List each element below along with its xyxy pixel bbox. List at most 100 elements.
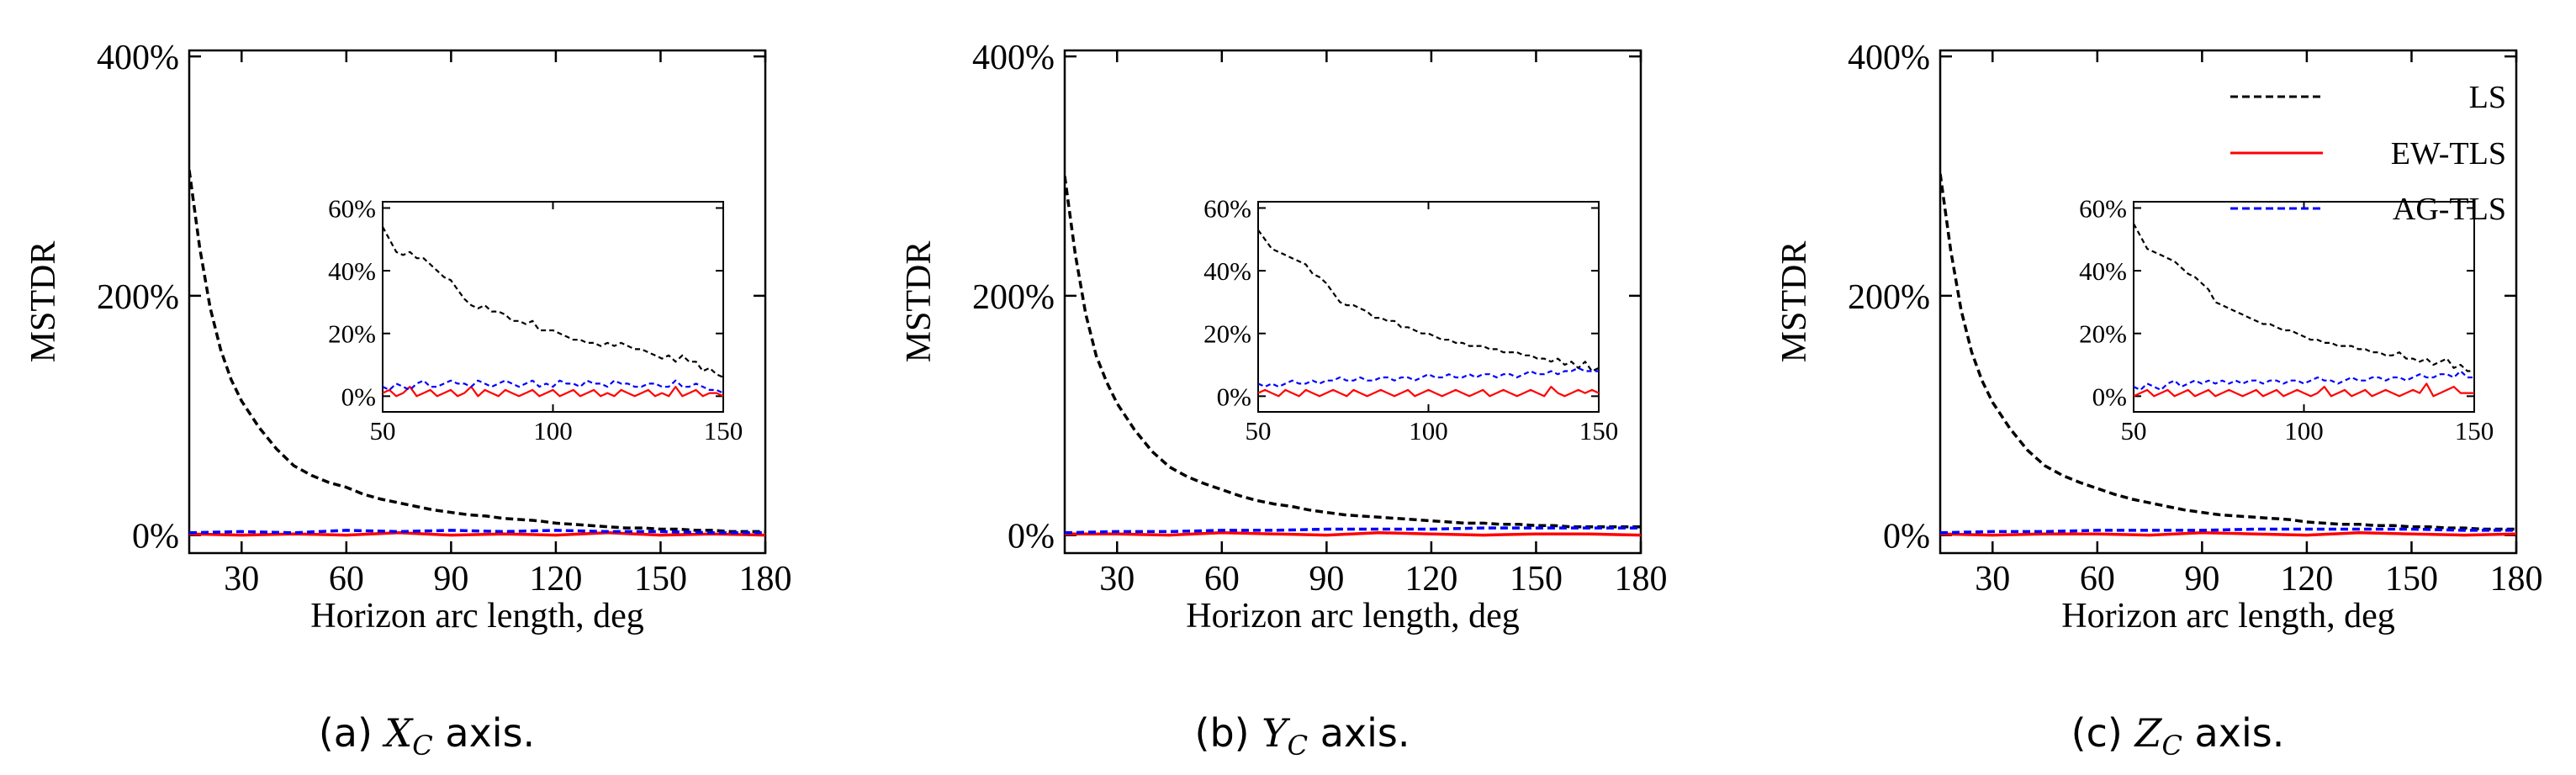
inset-series-line-ag-tls <box>1257 366 1599 388</box>
inset-series-line-ls <box>382 226 724 378</box>
series-line-ag-tls <box>1065 526 1641 535</box>
inset-frame <box>1257 201 1600 413</box>
legend-label-ls: LS <box>2469 80 2506 115</box>
x-tick-label: 150 <box>1510 560 1563 598</box>
panel-c: 0% 200% 400% 30 60 90 120 150 180 Horizon arc len… <box>1775 39 2543 762</box>
y-tick-label: 200% <box>1848 278 1930 317</box>
inset-series-line-ag-tls <box>2133 370 2474 391</box>
inset-x-tick-label: 150 <box>1579 416 1619 445</box>
x-tick-label: 60 <box>1204 560 1240 598</box>
inset-x-tick-label: 50 <box>370 416 396 445</box>
caption-symbol: Z <box>2133 710 2162 756</box>
caption-prefix: (a) <box>319 710 385 756</box>
series-line-ew-tls <box>189 531 765 537</box>
caption-suffix: axis. <box>1308 710 1410 756</box>
x-tick-label: 150 <box>634 560 687 598</box>
inset-frame <box>382 201 724 413</box>
x-tick-label: 90 <box>1309 560 1344 598</box>
x-tick-label: 60 <box>2080 560 2115 598</box>
caption-suffix: axis. <box>433 710 535 756</box>
inset-y-tick-label: 60% <box>1203 193 1251 223</box>
caption-prefix: (c) <box>2071 710 2135 756</box>
inset-y-tick-label: 20% <box>328 319 376 349</box>
inset-y-tick-label: 60% <box>2079 193 2127 223</box>
inset-y-tick-label: 40% <box>328 256 376 286</box>
x-tick-label: 120 <box>529 560 582 598</box>
caption-subscript: C <box>412 730 432 762</box>
y-tick-label: 0% <box>1008 518 1055 556</box>
panel-a: 0% 200% 400% 30 60 90 120 150 180 Horizon arc len… <box>24 39 792 762</box>
legend-label-ag-tls: AG-TLS <box>2393 192 2506 227</box>
series-line-ew-tls <box>1940 531 2516 537</box>
caption-symbol: Y <box>1262 710 1291 756</box>
inset-x-tick-label: 100 <box>533 416 573 445</box>
inset-series-line-ew-tls <box>382 386 724 398</box>
caption-symbol: X <box>383 710 415 756</box>
series-line-ew-tls <box>1065 531 1641 537</box>
inset-y-tick-label: 20% <box>1203 319 1251 349</box>
x-tick-label: 90 <box>2184 560 2219 598</box>
inset-series-line-ew-tls <box>2133 382 2474 398</box>
inset: 0% 20% 40% 60% 50 100 150 <box>2079 193 2494 445</box>
y-tick-label: 0% <box>132 518 179 556</box>
inset-x-tick-label: 100 <box>1409 416 1448 445</box>
inset-y-tick-label: 0% <box>1217 382 1251 411</box>
y-axis-title: MSTDR <box>24 241 63 363</box>
inset-y-tick-label: 40% <box>2079 256 2127 286</box>
x-tick-label: 30 <box>1099 560 1135 598</box>
series-line-ag-tls <box>189 529 765 535</box>
inset: 0% 20% 40% 60% 50 100 150 <box>1203 193 1618 445</box>
inset-x-tick-label: 50 <box>1246 416 1272 445</box>
y-tick-label: 200% <box>972 278 1055 317</box>
inset-series-line-ag-tls <box>382 379 724 394</box>
legend-label-ew-tls: EW-TLS <box>2391 136 2506 171</box>
series-group <box>1065 176 1641 537</box>
x-tick-label: 180 <box>739 560 792 598</box>
inset-y-tick-label: 0% <box>2092 382 2127 411</box>
x-tick-label: 180 <box>1615 560 1668 598</box>
x-tick-label: 30 <box>1975 560 2010 598</box>
x-tick-label: 120 <box>1404 560 1457 598</box>
series-line-ag-tls <box>1940 527 2516 535</box>
caption-subscript: C <box>2161 730 2182 762</box>
series-line-ls <box>1065 176 1641 529</box>
inset-series-line-ls <box>1257 229 1600 372</box>
inset-x-tick-label: 150 <box>704 416 743 445</box>
y-tick-label: 400% <box>972 39 1055 77</box>
x-tick-label: 180 <box>2490 560 2543 598</box>
panel-caption: (b) YC axis. <box>1195 710 1410 762</box>
inset-series-line-ls <box>2133 223 2474 372</box>
y-tick-label: 200% <box>97 278 179 317</box>
legend: LS EW-TLS AG-TLS <box>2230 80 2506 227</box>
inset-x-tick-label: 150 <box>2455 416 2494 445</box>
series-line-ls <box>189 170 765 534</box>
x-axis-title: Horizon arc length, deg <box>310 597 644 635</box>
panel-caption: (c) ZC axis. <box>2071 710 2285 762</box>
caption-prefix: (b) <box>1195 710 1262 756</box>
x-tick-label: 60 <box>329 560 364 598</box>
inset-x-tick-label: 50 <box>2121 416 2147 445</box>
inset: 0% 20% 40% 60% 50 100 150 <box>328 193 743 445</box>
x-axis-title: Horizon arc length, deg <box>1186 597 1520 635</box>
y-tick-label: 400% <box>1848 39 1930 77</box>
y-axis-title: MSTDR <box>1775 241 1814 363</box>
y-tick-label: 0% <box>1883 518 1930 556</box>
caption-suffix: axis. <box>2182 710 2284 756</box>
inset-y-tick-label: 60% <box>328 193 376 223</box>
series-group <box>1940 173 2516 537</box>
series-group <box>189 170 765 537</box>
plot-frame <box>1939 49 2518 555</box>
x-tick-label: 30 <box>224 560 259 598</box>
inset-frame <box>2133 201 2475 413</box>
series-line-ls <box>1940 173 2516 531</box>
inset-y-tick-label: 20% <box>2079 319 2127 349</box>
inset-y-tick-label: 0% <box>341 382 376 411</box>
x-axis-title: Horizon arc length, deg <box>2061 597 2395 635</box>
x-tick-label: 150 <box>2385 560 2438 598</box>
plot-frame <box>1063 49 1642 555</box>
inset-series-line-ew-tls <box>1257 386 1600 398</box>
inset-x-tick-label: 100 <box>2284 416 2324 445</box>
y-axis-title: MSTDR <box>900 241 939 363</box>
x-tick-label: 120 <box>2280 560 2333 598</box>
